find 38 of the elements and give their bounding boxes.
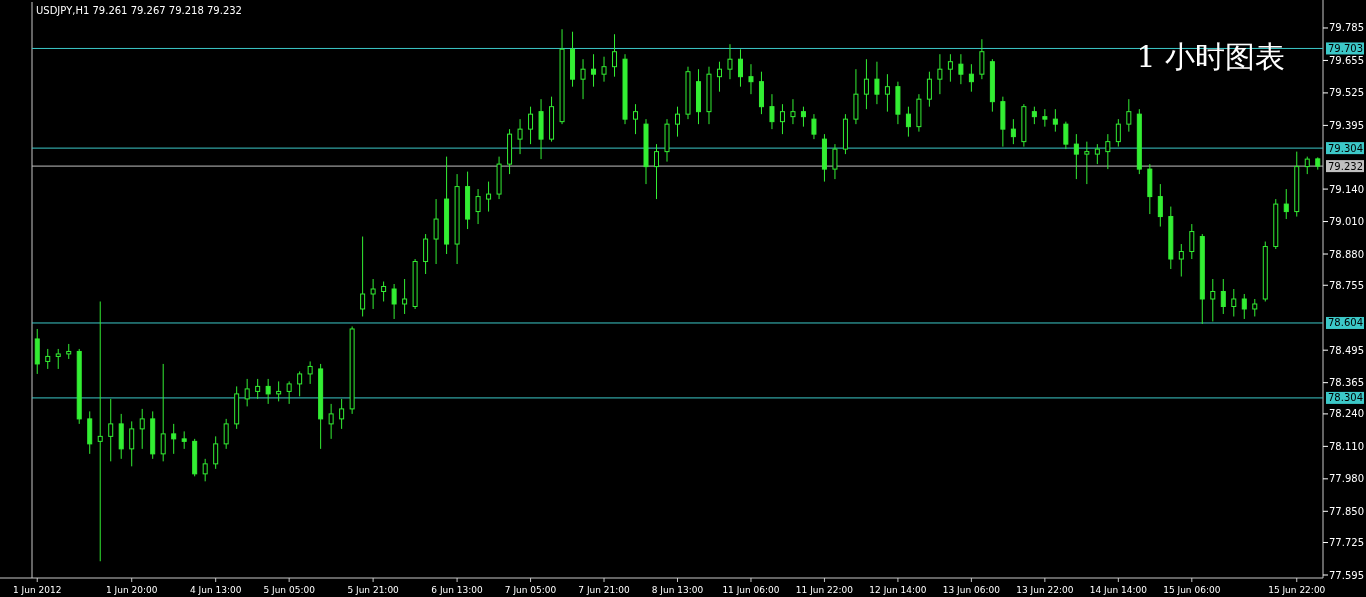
y-tick-label: 78.880 [1329, 248, 1364, 260]
y-tick-label: 79.010 [1329, 216, 1364, 228]
y-tick-label: 79.785 [1329, 22, 1364, 34]
x-tick-label: 15 Jun 06:00 [1163, 585, 1221, 595]
y-tick-label: 78.495 [1329, 344, 1364, 356]
y-tick-label: 78.755 [1329, 279, 1364, 291]
y-tick-label: 77.980 [1329, 473, 1364, 485]
x-tick-label: 6 Jun 13:00 [431, 585, 484, 595]
y-tick-label: 77.595 [1329, 569, 1364, 581]
x-tick-label: 1 Jun 20:00 [105, 585, 158, 595]
x-tick-label: 7 Jun 21:00 [578, 585, 631, 595]
y-tick-label: 77.725 [1329, 537, 1364, 549]
x-tick-label: 11 Jun 06:00 [722, 585, 780, 595]
ref-label: 79.304 [1326, 142, 1364, 155]
text: 1 小时图表 [1136, 38, 1285, 74]
ref-label: 79.232 [1326, 160, 1364, 173]
x-tick-label: 15 Jun 22:00 [1268, 585, 1326, 595]
annotation: USDJPY,H1 79.261 79.267 79.218 79.232 [36, 4, 242, 16]
y-tick-label: 79.655 [1329, 54, 1364, 66]
y-tick-label: 78.240 [1329, 408, 1364, 420]
x-tick-label: 4 Jun 13:00 [189, 585, 242, 595]
x-tick-label: 7 Jun 05:00 [504, 585, 557, 595]
x-tick-label: 11 Jun 22:00 [795, 585, 854, 595]
ref-label: 79.703 [1326, 42, 1364, 55]
y-tick-label: 78.365 [1329, 377, 1364, 389]
y-tick-label: 79.140 [1329, 183, 1364, 195]
x-tick-label: 8 Jun 13:00 [651, 585, 704, 595]
y-tick-label: 79.395 [1329, 119, 1364, 131]
y-tick-label: 77.850 [1329, 505, 1364, 517]
x-tick-label: 12 Jun 14:00 [869, 585, 927, 595]
x-tick-label: 13 Jun 06:00 [942, 585, 1001, 595]
x-tick-label: 13 Jun 22:00 [1016, 585, 1074, 595]
x-tick-label: 5 Jun 21:00 [347, 585, 400, 595]
y-tick-label: 79.525 [1329, 87, 1364, 99]
y-tick-label: 78.110 [1329, 440, 1364, 452]
x-tick-label: 14 Jun 14:00 [1089, 585, 1148, 595]
x-tick-label: 5 Jun 05:00 [263, 585, 316, 595]
x-tick-label: 1 Jun 2012 [13, 585, 62, 595]
